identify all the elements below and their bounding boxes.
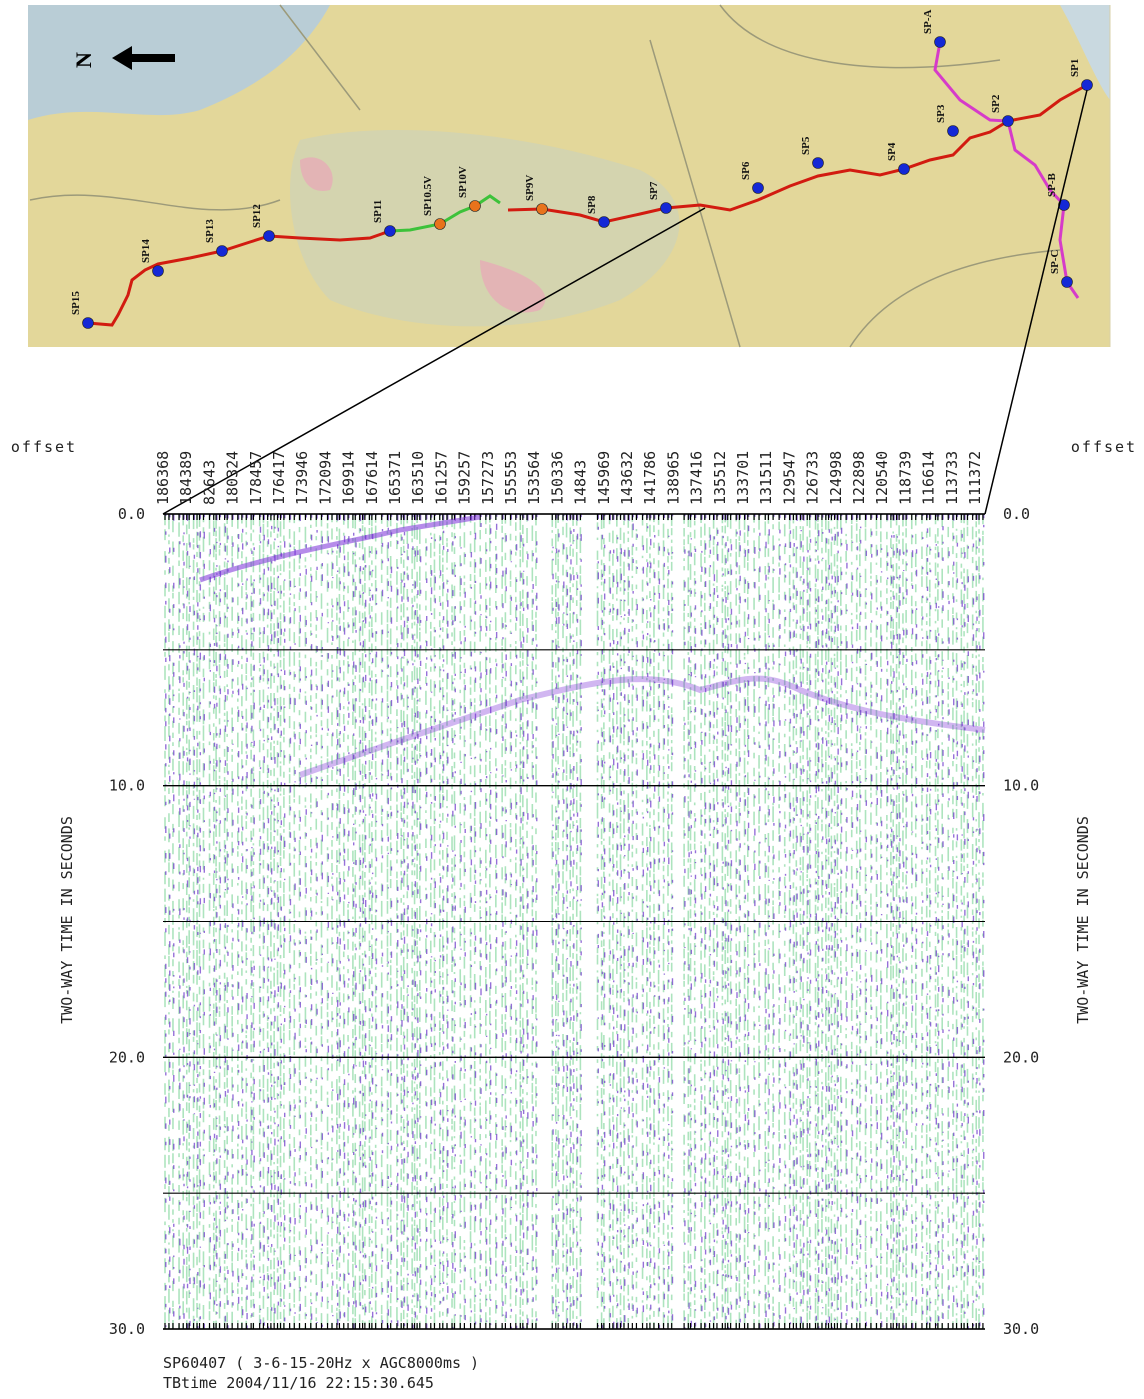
offset-label: 116614	[920, 451, 938, 505]
shot-point	[935, 37, 946, 48]
y-tick-label: 10.0	[109, 777, 145, 795]
offset-label: 145969	[595, 451, 613, 505]
shot-point-label: SP5	[800, 136, 812, 155]
offset-label: 153564	[525, 451, 543, 505]
y-tick-label: 10.0	[1003, 777, 1039, 795]
shot-point	[899, 164, 910, 175]
offset-label: 167614	[363, 451, 381, 505]
shot-point-label: SP-A	[922, 10, 934, 35]
offset-label: 141786	[641, 451, 659, 505]
shot-point-label: SP12	[251, 204, 263, 228]
offset-label: 14843	[572, 460, 590, 505]
footer: TBtime 2004/11/16 22:15:30.645	[163, 1374, 434, 1392]
offset-label: 135512	[711, 451, 729, 505]
shot-point	[217, 246, 228, 257]
offset-label: 155553	[502, 451, 520, 505]
shot-point	[435, 219, 446, 230]
shot-point-label: SP6	[740, 161, 752, 180]
shot-point	[1082, 80, 1093, 91]
shot-point	[264, 231, 275, 242]
offset-label: 122898	[850, 451, 868, 505]
offset-label: 118739	[896, 451, 914, 505]
offset-label: 184389	[177, 451, 195, 505]
offset-label: 82643	[200, 460, 218, 505]
y-tick-label: 0.0	[1003, 505, 1030, 523]
shot-point-label: SP10.5V	[422, 176, 434, 216]
shot-point	[813, 158, 824, 169]
y-tick-label: 0.0	[118, 505, 145, 523]
shot-point-label: SP7	[648, 181, 660, 200]
offset-label: 138965	[664, 451, 682, 505]
shot-point	[153, 266, 164, 277]
shot-point-label: SP1	[1069, 59, 1081, 77]
y-tick-label: 30.0	[1003, 1320, 1039, 1338]
offset-label: 150336	[548, 451, 566, 505]
shot-point	[1062, 277, 1073, 288]
shot-point	[537, 204, 548, 215]
offset-label: 124998	[827, 451, 845, 505]
shot-point	[385, 226, 396, 237]
offset-label: 131511	[757, 451, 775, 505]
offset-label: 157273	[479, 451, 497, 505]
offset-label: 129547	[780, 451, 798, 505]
shot-point-label: SP8	[586, 195, 598, 214]
shot-point-label: SP13	[204, 219, 216, 243]
shot-point	[83, 318, 94, 329]
offset-label: 163510	[409, 451, 427, 505]
offset-label: 186368	[154, 451, 172, 505]
shot-point-label: SP3	[935, 104, 947, 123]
y-tick-label: 20.0	[1003, 1048, 1039, 1066]
offset-label: 159257	[456, 451, 474, 505]
shot-point-label: SP9V	[524, 175, 536, 201]
offset-title: offset	[1071, 438, 1137, 456]
offset-label: 133701	[734, 451, 752, 505]
offset-label: 173946	[293, 451, 311, 505]
shot-point-label: SP2	[990, 94, 1002, 113]
y-axis-title: TWO-WAY TIME IN SECONDS	[58, 816, 76, 1024]
shot-point	[1003, 116, 1014, 127]
offset-label: 169914	[340, 451, 358, 505]
offset-label: 165371	[386, 451, 404, 505]
offset-label: 143632	[618, 451, 636, 505]
offset-label: 172094	[316, 451, 334, 505]
offset-label: 161257	[432, 451, 450, 505]
y-axis-title: TWO-WAY TIME IN SECONDS	[1074, 816, 1092, 1024]
shot-point-label: SP11	[372, 200, 384, 223]
shot-point-label: SP4	[886, 142, 898, 161]
y-tick-label: 20.0	[109, 1048, 145, 1066]
y-tick-label: 30.0	[109, 1320, 145, 1338]
map: N SP15 SP14 SP13 SP12 SP11 SP10.5V SP10V SP9V SP…	[28, 5, 1110, 347]
shot-point	[948, 126, 959, 137]
shot-point	[599, 217, 610, 228]
offset-label: 180324	[224, 451, 242, 505]
offset-label: 111372	[966, 451, 984, 505]
north-label: N	[71, 52, 96, 68]
shot-point-label: SP-B	[1046, 173, 1058, 198]
shot-point-label: SP15	[70, 291, 82, 315]
offset-title: offset	[11, 438, 77, 456]
offset-label: 178457	[247, 451, 265, 505]
footer: SP60407 ( 3-6-15-20Hz x AGC8000ms )	[163, 1354, 479, 1372]
offset-label: 176417	[270, 451, 288, 505]
offset-label: 113733	[943, 451, 961, 505]
offset-label: 120540	[873, 451, 891, 505]
shot-point-label: SP10V	[457, 166, 469, 198]
shot-point	[753, 183, 764, 194]
offset-label: 137416	[688, 451, 706, 505]
shot-point	[470, 201, 481, 212]
offset-label: 126733	[804, 451, 822, 505]
shot-point	[661, 203, 672, 214]
page: N SP15 SP14 SP13 SP12 SP11 SP10.5V SP10V SP9V SP…	[0, 0, 1144, 1399]
shot-point-label: SP-C	[1049, 250, 1061, 275]
shot-point-label: SP14	[140, 239, 152, 263]
